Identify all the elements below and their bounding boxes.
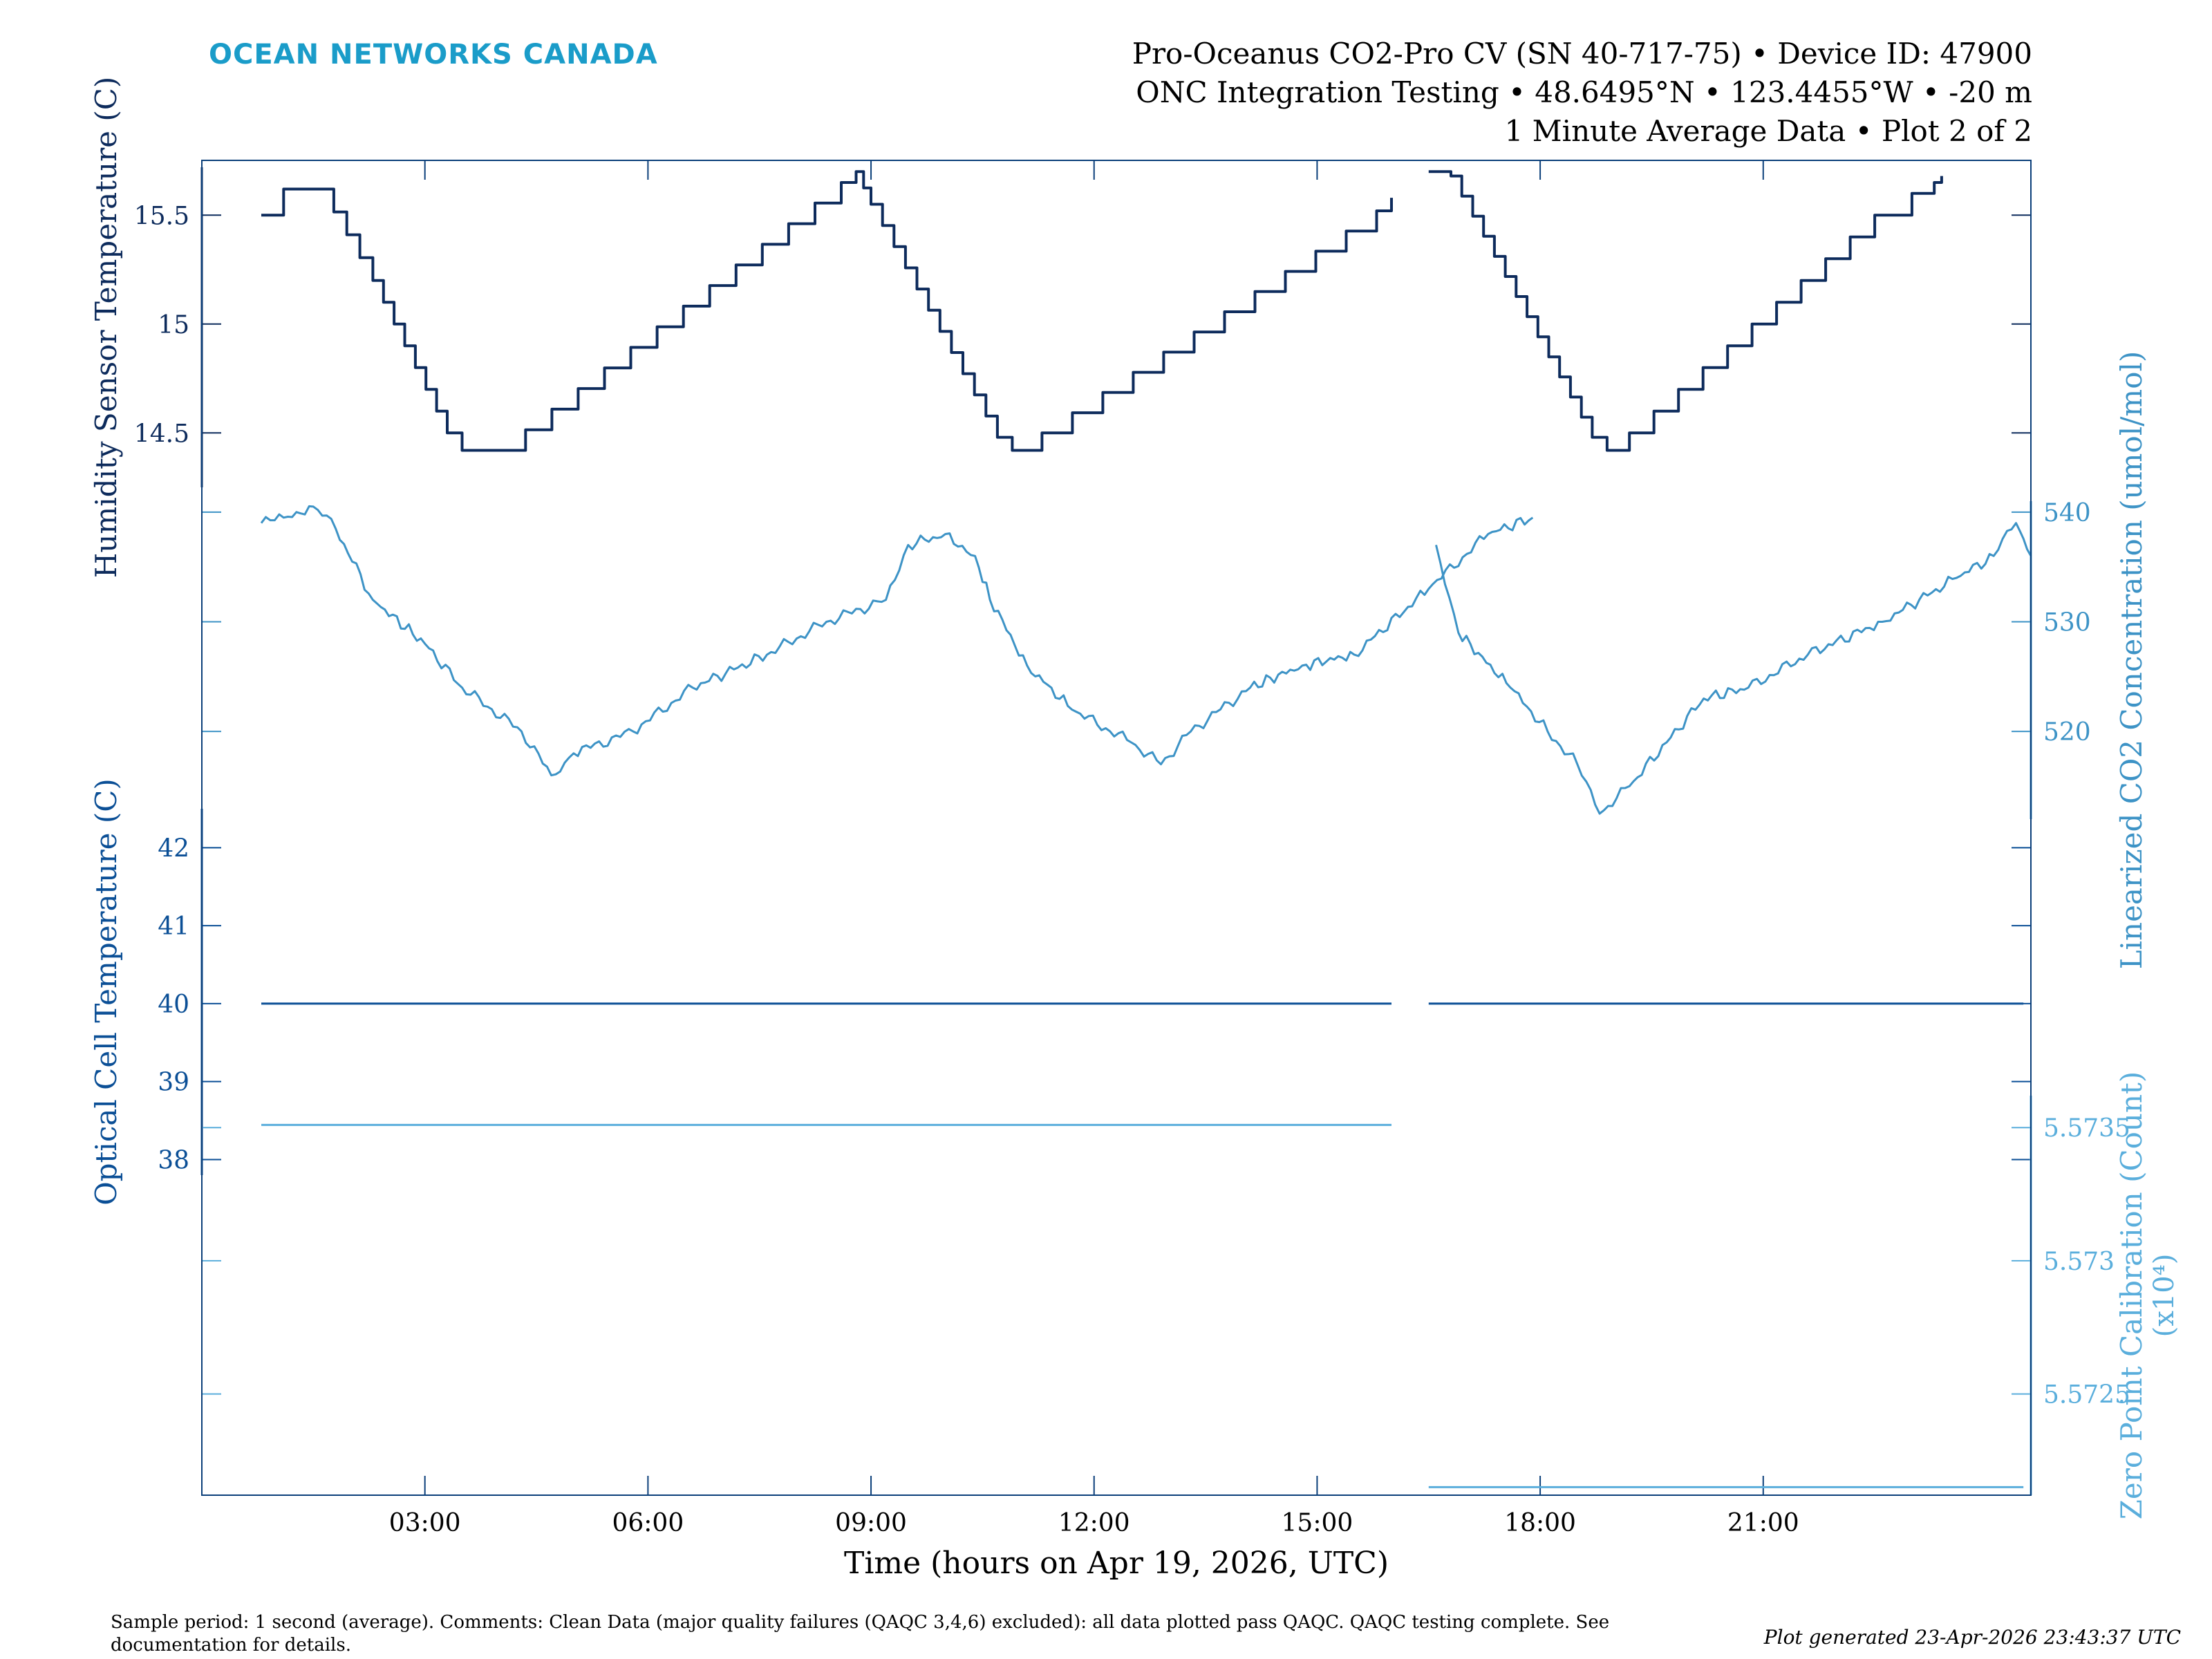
x-tick-label: 15:00 xyxy=(1282,1509,1353,1537)
y-tick-label: 530 xyxy=(2043,608,2091,637)
y-axis-label-scale-4: (x10⁴) xyxy=(2148,1254,2180,1338)
series-line-2-segment-2 xyxy=(1435,522,2032,815)
title-line-1: Pro-Oceanus CO2-Pro CV (SN 40-717-75) • … xyxy=(1132,37,2032,71)
title-line-2: ONC Integration Testing • 48.6495°N • 12… xyxy=(1136,75,2032,109)
y-tick-label: 15 xyxy=(158,311,189,339)
x-tick-label: 21:00 xyxy=(1727,1509,1799,1537)
y-tick-label: 5.5735 xyxy=(2043,1114,2130,1143)
y-tick-label: 540 xyxy=(2043,499,2091,527)
footer-comment-line-1: Sample period: 1 second (average). Comme… xyxy=(111,1612,1609,1633)
y-tick-label: 5.573 xyxy=(2043,1248,2115,1276)
y-tick-label: 14.5 xyxy=(134,420,189,448)
series-line-2-segment-1 xyxy=(260,505,1534,777)
y-tick-label: 15.5 xyxy=(134,202,189,230)
series-line-1-segment-1 xyxy=(261,170,1393,452)
y-axis-label-3: Optical Cell Temperature (C) xyxy=(89,778,123,1206)
footer-comment-line-2: documentation for details. xyxy=(111,1635,351,1656)
x-tick-label: 12:00 xyxy=(1058,1509,1130,1537)
y-axis-label-1: Humidity Sensor Temperature (C) xyxy=(89,77,123,579)
x-tick-label: 06:00 xyxy=(612,1509,684,1537)
x-tick-label: 18:00 xyxy=(1504,1509,1576,1537)
x-tick-label: 03:00 xyxy=(389,1509,461,1537)
y-tick-label: 5.5725 xyxy=(2043,1381,2130,1409)
y-tick-label: 42 xyxy=(158,834,189,863)
series-line-1-segment-2 xyxy=(1428,170,1943,452)
y-tick-label: 38 xyxy=(158,1146,189,1174)
y-axis-label-4: Zero Point Calibration (Count) xyxy=(2115,1071,2148,1520)
y-tick-label: 520 xyxy=(2043,718,2091,747)
y-axis-label-2: Linearized CO2 Concentration (umol/mol) xyxy=(2115,351,2148,970)
plot-frame xyxy=(201,160,2032,1496)
x-axis-label: Time (hours on Apr 19, 2026, UTC) xyxy=(844,1546,1389,1581)
brand-logo: OCEAN NETWORKS CANADA xyxy=(209,39,658,71)
plot-group: 03:00 06:00 09:00 12:00 15:00 18:00 21:00 14.5 1… xyxy=(89,77,2180,1537)
y-tick-label: 39 xyxy=(158,1069,189,1097)
y-tick-label: 41 xyxy=(158,912,189,941)
x-tick-label: 09:00 xyxy=(835,1509,907,1537)
footer-generated: Plot generated 23-Apr-2026 23:43:37 UTC xyxy=(1763,1626,2181,1649)
y-tick-label: 40 xyxy=(158,991,189,1019)
title-line-3: 1 Minute Average Data • Plot 2 of 2 xyxy=(1505,114,2032,148)
